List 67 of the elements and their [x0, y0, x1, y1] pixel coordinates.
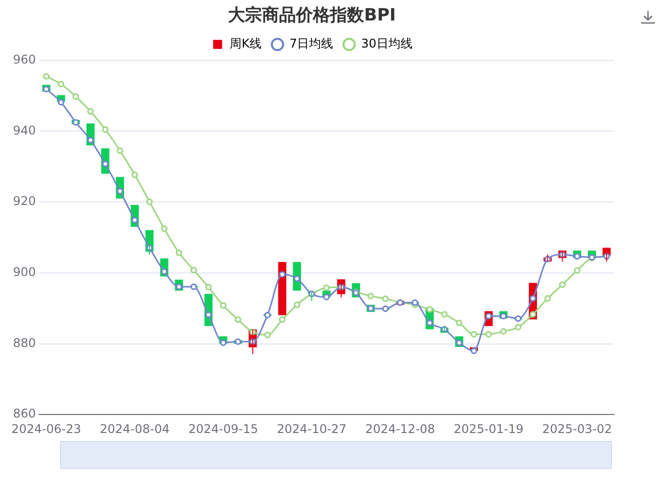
point	[426, 320, 433, 326]
point	[160, 225, 168, 232]
legend-label: 7日均线	[289, 36, 334, 51]
legend-label: 30日均线	[361, 36, 412, 51]
point	[412, 299, 418, 306]
point	[278, 271, 286, 278]
point	[456, 320, 462, 326]
point	[441, 311, 448, 318]
point	[146, 198, 153, 205]
point	[58, 80, 64, 88]
y-tick-label: 920	[13, 194, 36, 208]
x-tick-label: 2025-03-02	[542, 422, 612, 436]
y-tick-label: 880	[13, 336, 36, 350]
point	[382, 296, 389, 302]
point	[530, 311, 536, 318]
point	[87, 136, 94, 144]
y-tick-label: 940	[13, 123, 36, 138]
x-tick-label: 2024-10-27	[276, 422, 347, 436]
point	[323, 284, 330, 292]
point	[514, 315, 522, 322]
point	[278, 316, 286, 323]
point	[205, 284, 212, 290]
point	[102, 126, 109, 133]
x-tick-label: 2025-01-19	[454, 422, 524, 436]
point	[294, 302, 300, 308]
point	[234, 316, 242, 323]
legend-label: 周K线	[230, 36, 262, 51]
point	[132, 172, 138, 178]
y-tick-label: 960	[13, 52, 36, 67]
point	[500, 328, 507, 335]
x-tick-label: 2024-06-23	[11, 422, 82, 436]
point	[43, 73, 50, 80]
point	[323, 294, 330, 300]
point	[574, 253, 580, 260]
point	[559, 281, 566, 288]
point	[72, 93, 80, 100]
y-tick-label: 860	[13, 406, 36, 421]
chart-title: 大宗商品价格指数BPI	[228, 6, 396, 26]
point	[544, 295, 551, 302]
point	[470, 330, 478, 338]
point	[574, 267, 580, 274]
point	[485, 330, 492, 338]
point	[382, 305, 389, 312]
x-tick-label: 2024-12-08	[365, 422, 436, 436]
point	[176, 249, 182, 256]
point	[264, 312, 271, 318]
point	[132, 216, 138, 224]
point	[367, 292, 374, 300]
point	[205, 311, 212, 318]
point	[160, 268, 168, 275]
point	[514, 324, 522, 330]
point	[264, 332, 271, 338]
point	[530, 295, 536, 302]
point	[220, 302, 226, 309]
point	[190, 283, 197, 290]
point	[190, 266, 197, 274]
point	[87, 108, 94, 115]
candlestick	[366, 304, 375, 312]
point	[58, 98, 64, 106]
point	[470, 348, 478, 354]
point	[294, 275, 300, 282]
point	[116, 147, 124, 154]
x-tick-label: 2024-09-15	[188, 422, 258, 436]
x-tick-label: 2024-08-04	[100, 422, 170, 436]
y-tick-label: 900	[13, 265, 36, 280]
point	[220, 339, 226, 346]
point	[426, 306, 433, 313]
